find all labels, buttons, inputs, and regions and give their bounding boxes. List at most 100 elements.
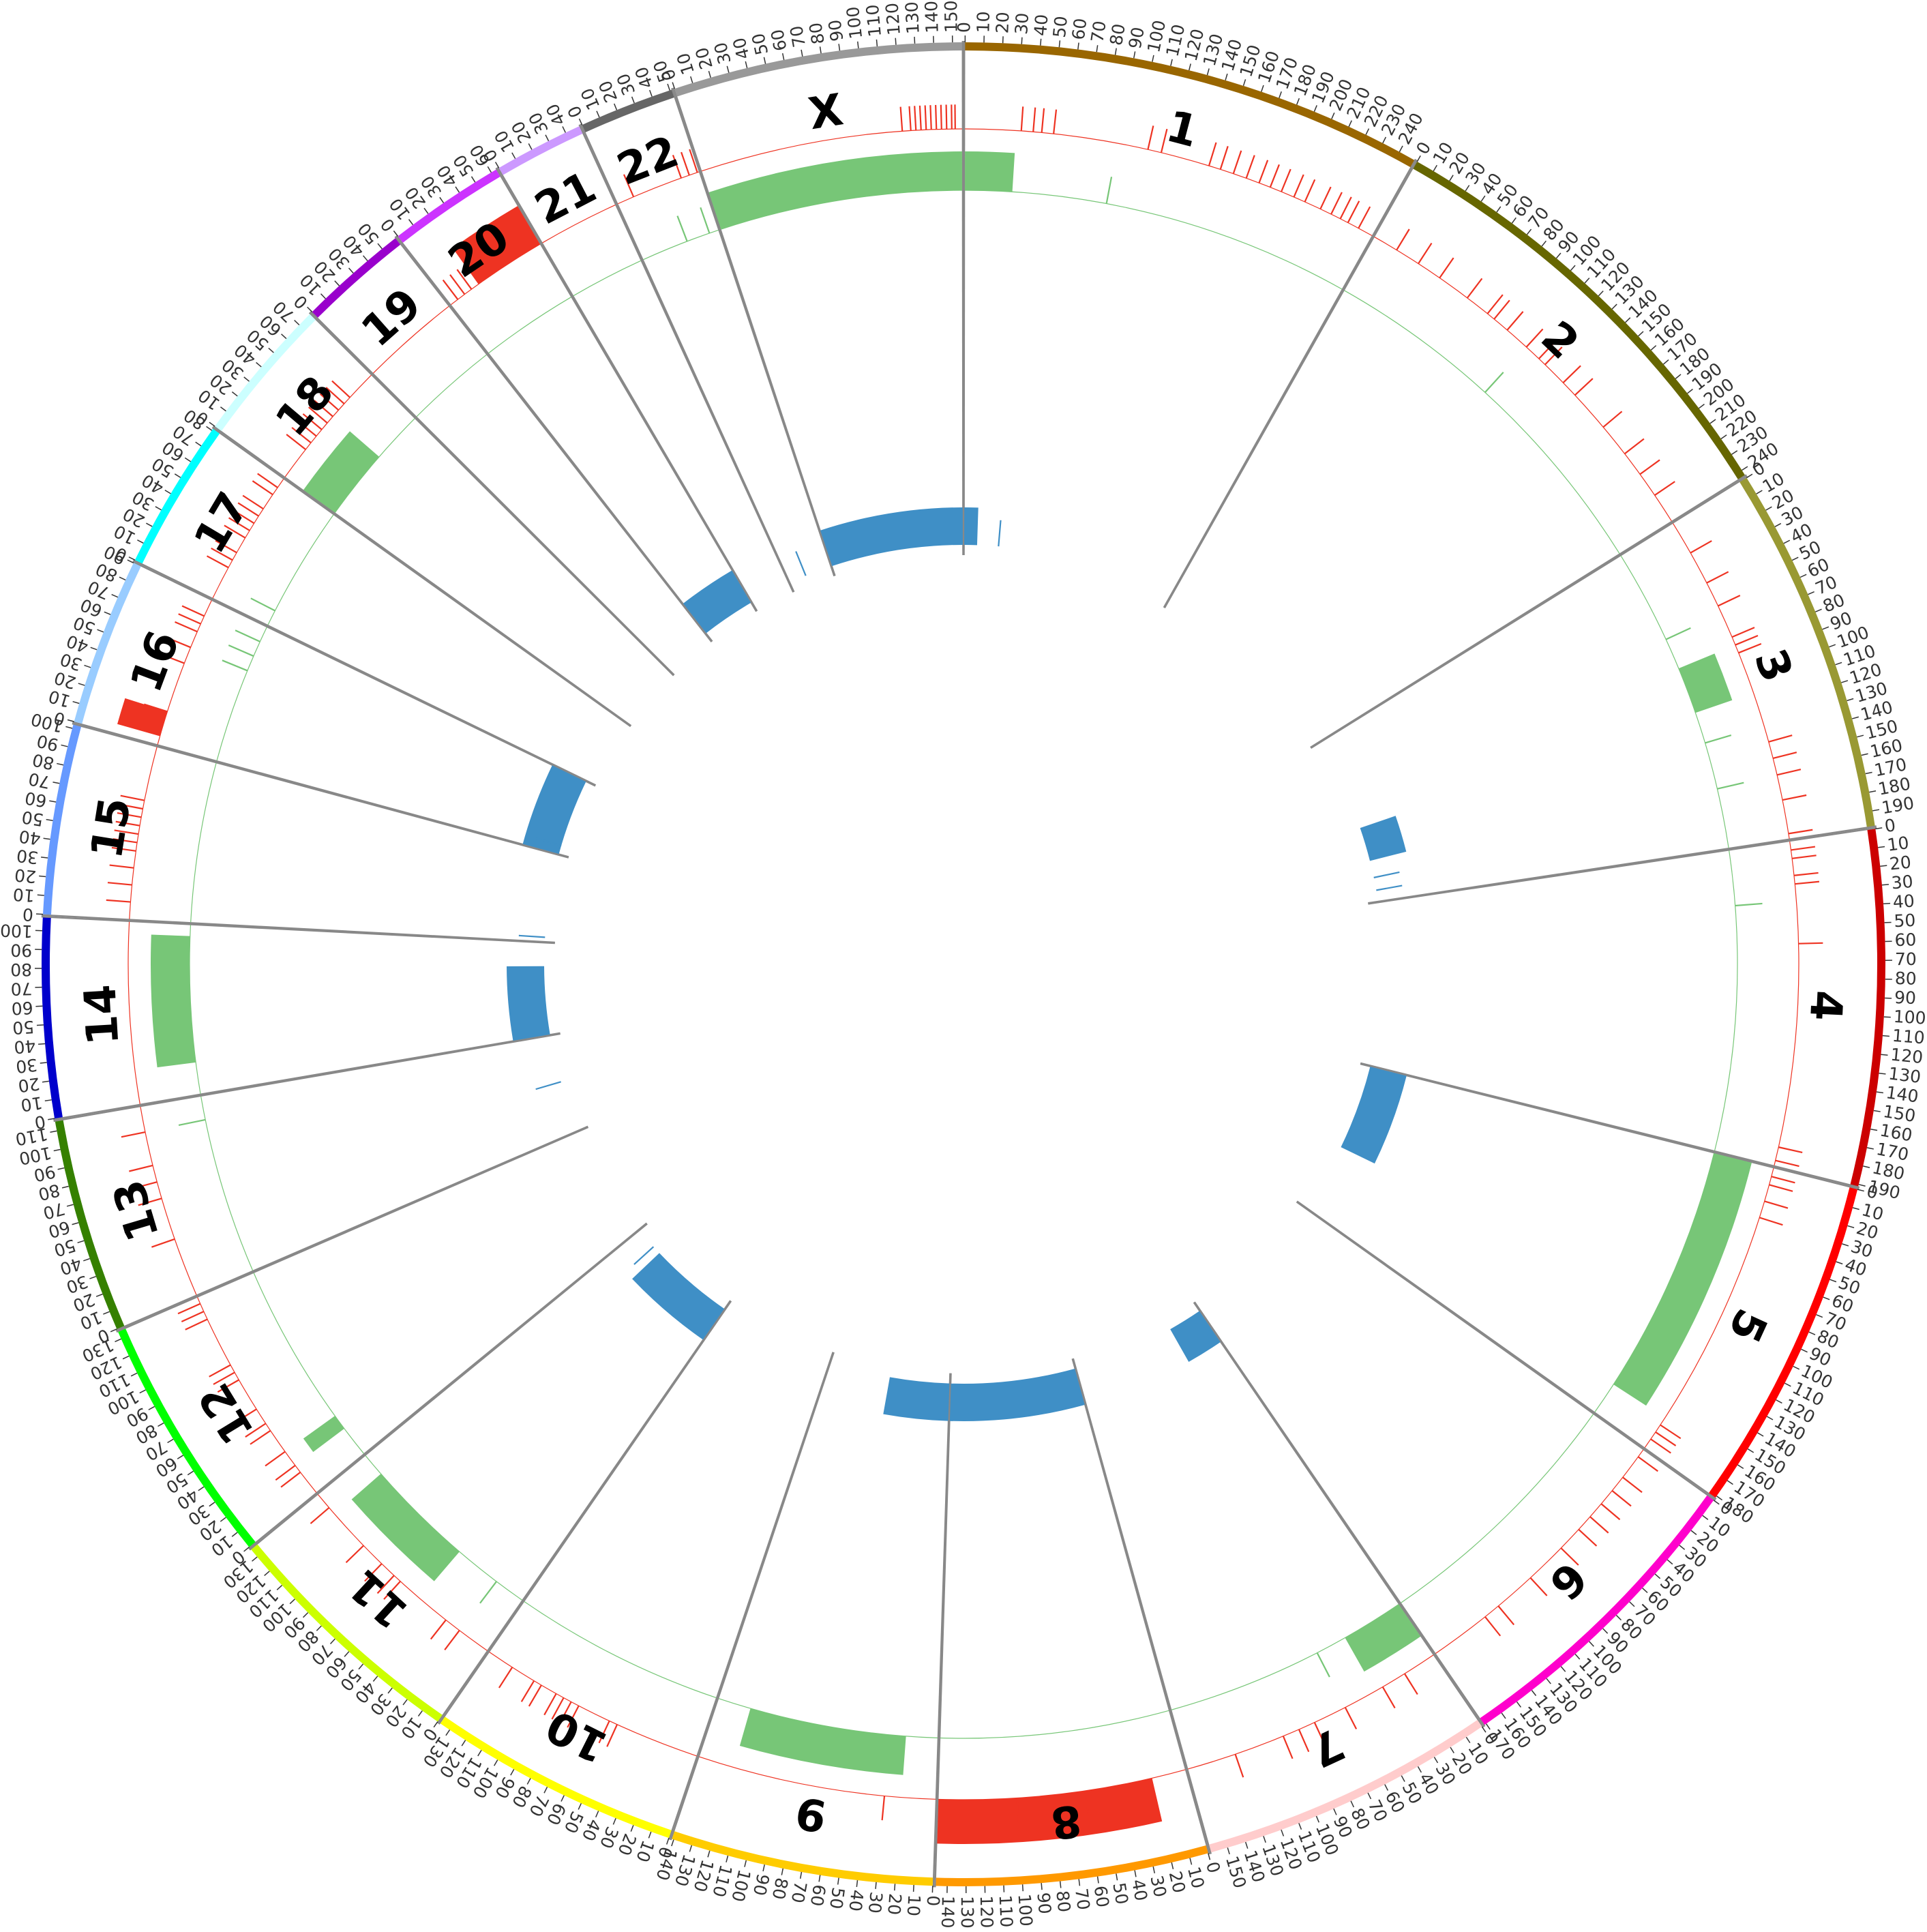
axis-tick bbox=[1877, 1092, 1883, 1093]
divider-line bbox=[1311, 475, 1746, 747]
red-mark bbox=[185, 1320, 207, 1330]
axis-tick bbox=[708, 1851, 710, 1858]
axis-tick bbox=[61, 745, 68, 746]
axis-tick bbox=[496, 162, 499, 168]
chromosome-label-2: 2 bbox=[1532, 312, 1588, 369]
red-mark bbox=[1396, 229, 1409, 250]
axis-tick bbox=[455, 187, 459, 192]
blue-mark bbox=[796, 551, 805, 576]
axis-tick bbox=[65, 726, 72, 728]
axis-tick bbox=[373, 1676, 377, 1682]
axis-tick bbox=[1351, 1801, 1354, 1807]
axis-tick bbox=[45, 1100, 52, 1101]
axis-tick bbox=[424, 208, 428, 213]
axis-tick bbox=[1869, 791, 1876, 792]
axis-tick bbox=[1808, 592, 1814, 595]
axis-tick bbox=[440, 197, 444, 203]
chromosome-label-16: 16 bbox=[121, 624, 190, 698]
axis-tick bbox=[1767, 1416, 1773, 1420]
axis-tick bbox=[745, 61, 747, 68]
red-mark bbox=[106, 900, 131, 902]
axis-tick bbox=[1517, 1701, 1521, 1707]
axis-tick bbox=[801, 50, 803, 57]
chromosome-label-8: 8 bbox=[1048, 1794, 1084, 1848]
axis-tick bbox=[196, 442, 201, 446]
axis-tick bbox=[1401, 1776, 1405, 1782]
axis-tick bbox=[1793, 1366, 1799, 1369]
tick-label: 70 bbox=[10, 979, 33, 999]
red-mark bbox=[1405, 1674, 1418, 1694]
axis-tick bbox=[168, 1439, 174, 1442]
axis-tick bbox=[668, 84, 670, 90]
red-mark bbox=[1579, 1530, 1596, 1546]
axis-tick bbox=[321, 294, 326, 299]
red-mark bbox=[1283, 1736, 1293, 1759]
axis-tick bbox=[403, 1699, 407, 1705]
divider-line bbox=[669, 1352, 833, 1840]
divider-line bbox=[117, 1127, 588, 1332]
axis-tick bbox=[344, 1652, 349, 1656]
axis-tick bbox=[1748, 1449, 1754, 1453]
green-block-chr5 bbox=[1613, 1153, 1752, 1406]
axis-tick bbox=[1859, 1185, 1866, 1186]
divider-line bbox=[1311, 477, 1747, 748]
green-track-baseline bbox=[965, 190, 1342, 289]
green-track-baseline bbox=[268, 515, 333, 625]
axis-tick bbox=[1482, 1727, 1486, 1732]
green-track-baseline bbox=[940, 1710, 1169, 1738]
axis-tick bbox=[83, 1259, 89, 1261]
axis-tick bbox=[1575, 1654, 1580, 1659]
axis-tick bbox=[1699, 404, 1705, 408]
tick-label: 90 bbox=[1033, 1892, 1055, 1915]
tick-label: 10 bbox=[973, 11, 994, 33]
axis-tick bbox=[1497, 207, 1501, 212]
tick-label: 100 bbox=[1893, 1007, 1926, 1028]
axis-tick bbox=[1418, 1766, 1421, 1772]
red-mark bbox=[1707, 571, 1729, 582]
axis-tick bbox=[727, 66, 729, 73]
axis-tick bbox=[1135, 1870, 1136, 1877]
tick-label: 30 bbox=[1011, 12, 1032, 35]
green-track-baseline bbox=[254, 1273, 363, 1454]
axis-tick bbox=[1651, 346, 1656, 351]
axis-tick bbox=[1823, 627, 1829, 629]
axis-tick bbox=[1841, 681, 1848, 683]
axis-tick bbox=[1721, 435, 1727, 439]
axis-tick bbox=[38, 1043, 45, 1044]
red-mark bbox=[909, 106, 910, 131]
axis-tick bbox=[1399, 146, 1403, 152]
green-track-baseline bbox=[191, 763, 216, 922]
divider-line bbox=[249, 1223, 647, 1549]
axis-tick bbox=[1639, 331, 1643, 336]
axis-tick bbox=[801, 1872, 802, 1879]
axis-tick bbox=[1171, 59, 1172, 66]
red-mark bbox=[445, 1631, 460, 1650]
red-mark bbox=[346, 1545, 364, 1562]
green-track-baseline bbox=[524, 1602, 716, 1698]
red-mark bbox=[914, 106, 916, 130]
divider-line bbox=[395, 237, 711, 642]
green-track-baseline bbox=[417, 355, 487, 417]
red-mark bbox=[1789, 830, 1812, 834]
axis-tick bbox=[1433, 165, 1437, 171]
red-mark bbox=[1305, 179, 1315, 202]
axis-tick bbox=[512, 153, 516, 159]
axis-tick bbox=[650, 90, 652, 96]
axis-tick bbox=[1776, 1400, 1782, 1403]
red-mark bbox=[1348, 201, 1359, 223]
chromosome-label-22: 22 bbox=[610, 127, 685, 196]
axis-tick bbox=[1802, 1349, 1808, 1352]
axis-tick bbox=[36, 914, 43, 915]
divider-line bbox=[134, 560, 596, 785]
red-mark bbox=[1507, 312, 1523, 330]
red-mark bbox=[1575, 378, 1593, 395]
red-mark bbox=[1765, 1201, 1788, 1208]
tick-label: 140 bbox=[921, 1, 942, 34]
axis-tick bbox=[295, 321, 299, 325]
red-mark bbox=[941, 105, 942, 130]
divider-line bbox=[1164, 160, 1416, 608]
red-mark bbox=[179, 614, 201, 624]
axis-tick bbox=[62, 1186, 69, 1187]
axis-tick bbox=[232, 392, 237, 396]
red-mark bbox=[151, 1239, 175, 1247]
